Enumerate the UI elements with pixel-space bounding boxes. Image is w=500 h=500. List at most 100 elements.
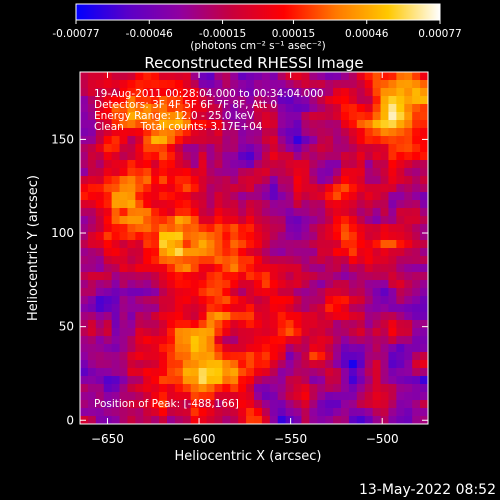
position-of-peak: Position of Peak: [-488,166] [94,398,239,410]
heatmap-cell [301,256,310,265]
heatmap-cell [333,352,342,361]
heatmap-cell [87,272,97,281]
heatmap-cell [356,392,366,401]
heatmap-cell [214,320,223,329]
heatmap-cell [420,72,428,81]
heatmap-cell [182,368,192,377]
heatmap-cell [301,192,310,201]
heatmap-cell [285,184,295,193]
heatmap-cell [309,312,318,321]
heatmap-cell [151,216,160,225]
heatmap-cell [254,384,263,393]
heatmap-cell [372,368,382,377]
heatmap-cell [95,144,105,153]
heatmap-cell [364,184,374,193]
heatmap-cell [404,144,413,153]
heatmap-cell [412,88,421,97]
heatmap-cell [143,168,152,177]
heatmap-cell [396,144,405,153]
heatmap-cell [198,144,208,153]
heatmap-cell [348,400,358,409]
heatmap-cell [167,408,176,417]
heatmap-cell [333,256,342,265]
heatmap-cell [412,368,421,377]
heatmap-cell [159,176,168,185]
heatmap-cell [285,344,295,353]
heatmap-cell [182,192,192,201]
heatmap-cell [159,120,168,129]
heatmap-cell [309,200,318,209]
heatmap-cell [269,328,279,337]
heatmap-cell [87,392,97,401]
heatmap-cell [238,344,247,353]
heatmap-cell [285,408,295,417]
heatmap-cell [103,168,113,177]
heatmap-cell [348,368,358,377]
heatmap-cell [261,96,271,105]
heatmap-cell [254,96,263,105]
heatmap-cell [119,264,129,273]
heatmap-cell [174,240,184,249]
heatmap-cell [238,216,247,225]
heatmap-cell [420,80,428,89]
heatmap-cell [87,328,97,337]
heatmap-cell [293,136,303,145]
heatmap-cell [174,104,184,113]
heatmap-cell [214,168,223,177]
heatmap-cell [214,200,223,209]
heatmap-cell [103,360,113,369]
heatmap-cell [95,104,105,113]
heatmap-cell [317,112,326,121]
heatmap-cell [135,104,144,113]
heatmap-cell [341,336,350,345]
heatmap-cell [182,360,192,369]
heatmap-cell [348,120,358,129]
heatmap-cell [380,392,390,401]
heatmap-cell [309,400,318,409]
heatmap-cell [95,120,105,129]
heatmap-cell [261,376,271,385]
heatmap-cell [103,112,113,121]
heatmap-cell [246,400,255,409]
heatmap-cell [80,112,89,121]
heatmap-cell [246,256,255,265]
heatmap-cell [87,168,97,177]
heatmap-cell [198,416,208,424]
heatmap-cell [135,248,144,257]
heatmap-cell [412,288,421,297]
heatmap-cell [182,288,192,297]
heatmap-cell [420,352,428,361]
heatmap-cell [135,152,144,161]
heatmap-cell [80,360,89,369]
heatmap-cell [261,392,271,401]
heatmap-cell [143,376,152,385]
heatmap-cell [222,184,231,193]
heatmap-cell [404,280,413,289]
heatmap-cell [293,200,303,209]
heatmap-cell [309,112,318,121]
heatmap-cell [182,160,192,169]
heatmap-cell [317,232,326,241]
heatmap-cell [356,136,366,145]
heatmap-cell [309,376,318,385]
heatmap-cell [325,416,334,424]
heatmap-cell [325,344,334,353]
heatmap-cell [380,160,390,169]
heatmap-cell [380,144,390,153]
heatmap-cell [341,80,350,89]
heatmap-cell [261,192,271,201]
heatmap-cell [127,128,136,137]
heatmap-cell [119,96,129,105]
heatmap-cell [420,360,428,369]
heatmap-cell [301,160,310,169]
heatmap-cell [412,112,421,121]
heatmap-cell [420,408,428,417]
heatmap-cell [222,136,231,145]
heatmap-cell [356,88,366,97]
heatmap-cell [396,392,405,401]
heatmap-cell [167,344,176,353]
heatmap-cell [111,328,121,337]
heatmap-cell [151,336,160,345]
heatmap-cell [333,208,342,217]
heatmap-cell [167,392,176,401]
